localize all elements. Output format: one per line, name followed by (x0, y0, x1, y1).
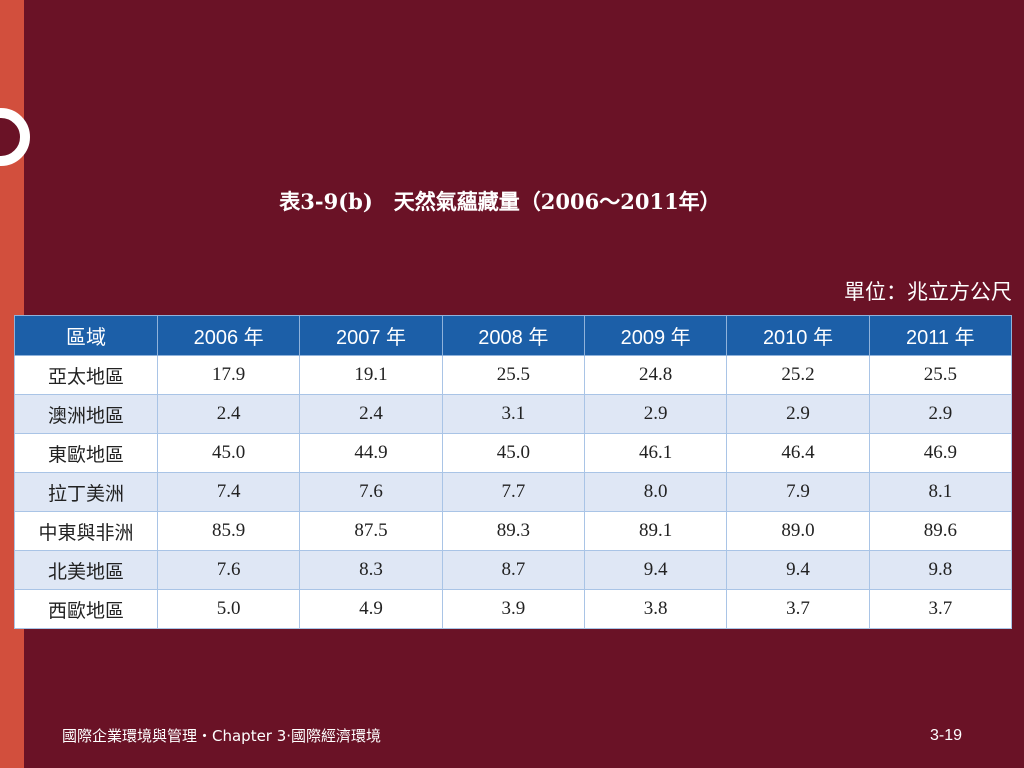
column-header-region: 區域 (14, 315, 158, 356)
value-cell: 5.0 (156, 589, 301, 629)
table-row: 拉丁美洲 7.4 7.6 7.7 8.0 7.9 8.1 (14, 472, 1013, 512)
value-cell: 7.6 (299, 472, 443, 512)
region-cell: 拉丁美洲 (14, 472, 158, 512)
value-cell: 89.1 (583, 511, 728, 551)
table-header-row: 區域 2006 年 2007 年 2008 年 2009 年 2010 年 20… (14, 315, 1013, 356)
column-header-2009: 2009 年 (583, 315, 728, 356)
value-cell: 44.9 (299, 433, 443, 473)
value-cell: 7.7 (441, 472, 585, 512)
value-cell: 17.9 (156, 355, 301, 395)
value-cell: 8.3 (299, 550, 443, 590)
value-cell: 25.5 (441, 355, 585, 395)
column-header-2006: 2006 年 (156, 315, 301, 356)
value-cell: 7.4 (156, 472, 301, 512)
table-row: 北美地區 7.6 8.3 8.7 9.4 9.4 9.8 (14, 550, 1013, 590)
value-cell: 7.9 (726, 472, 870, 512)
value-cell: 3.7 (868, 589, 1013, 629)
value-cell: 87.5 (299, 511, 443, 551)
value-cell: 89.3 (441, 511, 585, 551)
value-cell: 7.6 (156, 550, 301, 590)
ring-decoration (0, 108, 30, 166)
gas-reserves-table: 區域 2006 年 2007 年 2008 年 2009 年 2010 年 20… (14, 315, 1013, 629)
table-row: 西歐地區 5.0 4.9 3.9 3.8 3.7 3.7 (14, 589, 1013, 629)
table-row: 亞太地區 17.9 19.1 25.5 24.8 25.2 25.5 (14, 355, 1013, 395)
value-cell: 46.4 (726, 433, 870, 473)
slide-title: 表3-9(b) 天然氣蘊藏量（2006～2011年） (279, 189, 721, 214)
value-cell: 2.9 (726, 394, 870, 434)
region-cell: 澳洲地區 (14, 394, 158, 434)
value-cell: 89.6 (868, 511, 1013, 551)
column-header-2010: 2010 年 (726, 315, 870, 356)
value-cell: 4.9 (299, 589, 443, 629)
value-cell: 45.0 (156, 433, 301, 473)
value-cell: 3.9 (441, 589, 585, 629)
column-header-2008: 2008 年 (441, 315, 585, 356)
value-cell: 8.1 (868, 472, 1013, 512)
value-cell: 2.4 (156, 394, 301, 434)
value-cell: 2.9 (868, 394, 1013, 434)
value-cell: 46.9 (868, 433, 1013, 473)
value-cell: 89.0 (726, 511, 870, 551)
region-cell: 中東與非洲 (14, 511, 158, 551)
table-row: 中東與非洲 85.9 87.5 89.3 89.1 89.0 89.6 (14, 511, 1013, 551)
footer-course-title: 國際企業環境與管理・Chapter 3‧國際經濟環境 (62, 727, 382, 745)
value-cell: 2.4 (299, 394, 443, 434)
value-cell: 3.8 (583, 589, 728, 629)
value-cell: 19.1 (299, 355, 443, 395)
value-cell: 85.9 (156, 511, 301, 551)
region-cell: 亞太地區 (14, 355, 158, 395)
value-cell: 25.2 (726, 355, 870, 395)
value-cell: 24.8 (583, 355, 728, 395)
table-row: 澳洲地區 2.4 2.4 3.1 2.9 2.9 2.9 (14, 394, 1013, 434)
region-cell: 北美地區 (14, 550, 158, 590)
column-header-2011: 2011 年 (868, 315, 1013, 356)
value-cell: 9.4 (583, 550, 728, 590)
unit-label: 單位：兆立方公尺 (844, 280, 1012, 304)
value-cell: 3.1 (441, 394, 585, 434)
table-row: 東歐地區 45.0 44.9 45.0 46.1 46.4 46.9 (14, 433, 1013, 473)
value-cell: 8.0 (583, 472, 728, 512)
value-cell: 45.0 (441, 433, 585, 473)
value-cell: 9.8 (868, 550, 1013, 590)
region-cell: 東歐地區 (14, 433, 158, 473)
column-header-2007: 2007 年 (299, 315, 443, 356)
value-cell: 8.7 (441, 550, 585, 590)
value-cell: 2.9 (583, 394, 728, 434)
page-number: 3-19 (929, 727, 962, 744)
value-cell: 46.1 (583, 433, 728, 473)
region-cell: 西歐地區 (14, 589, 158, 629)
value-cell: 9.4 (726, 550, 870, 590)
value-cell: 3.7 (726, 589, 870, 629)
value-cell: 25.5 (868, 355, 1013, 395)
